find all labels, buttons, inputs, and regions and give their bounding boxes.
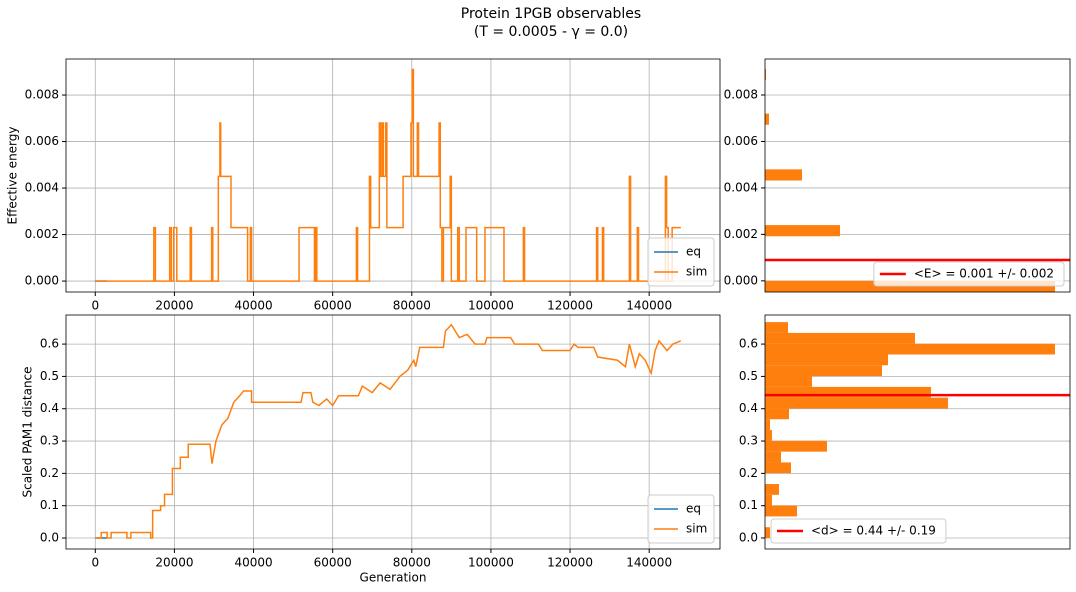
y-tick-label: 0.1 bbox=[40, 498, 59, 512]
panel: 0.000 0.002 0.004 0.006 0.008 <E> = 0.001 +/-… bbox=[724, 58, 1071, 293]
y-axis-label: Scaled PAM1 distance bbox=[21, 366, 35, 497]
x-tick-label: 100000 bbox=[468, 556, 514, 570]
y-tick-label: 0.008 bbox=[25, 88, 59, 102]
y-tick-label: 0.6 bbox=[739, 337, 758, 351]
hist-bar bbox=[765, 376, 812, 387]
hist-bar bbox=[765, 365, 882, 377]
hist-bar bbox=[765, 322, 788, 333]
figure-title: Protein 1PGB observables bbox=[461, 6, 641, 22]
x-tick-label: 140000 bbox=[626, 299, 672, 313]
hist-bar bbox=[765, 397, 948, 409]
x-tick-label: 40000 bbox=[234, 299, 272, 313]
x-tick-label: 100000 bbox=[468, 299, 514, 313]
legend-label: <E> = 0.001 +/- 0.002 bbox=[914, 267, 1054, 281]
hist-bar bbox=[765, 451, 781, 463]
hist-bar bbox=[765, 462, 791, 474]
legend-label: eq bbox=[686, 502, 701, 516]
hist-bar bbox=[765, 440, 827, 452]
y-tick-label: 0.6 bbox=[40, 337, 59, 351]
y-tick-label: 0.1 bbox=[739, 498, 758, 512]
panel: 0.000 0.002 0.004 0.006 0.008 0 20000 40000 6000… bbox=[6, 58, 721, 313]
panel: 0.0 0.1 0.2 0.3 0.4 0.5 0.6 <d> = 0.44 +/- 0.19 bbox=[739, 314, 1071, 550]
hist-bar bbox=[765, 386, 931, 398]
y-tick-label: 0.2 bbox=[739, 466, 758, 480]
y-tick-label: 0.0 bbox=[40, 531, 59, 545]
line-series bbox=[95, 68, 681, 282]
x-tick-label: 80000 bbox=[393, 556, 431, 570]
hist-bar bbox=[765, 332, 915, 344]
x-tick-label: 20000 bbox=[155, 556, 193, 570]
legend-label: sim bbox=[686, 265, 707, 279]
hist-bar bbox=[765, 494, 772, 506]
y-tick-label: 0.0 bbox=[739, 531, 758, 545]
y-tick-label: 0.002 bbox=[724, 227, 758, 241]
hist-bar bbox=[765, 354, 888, 366]
y-tick-label: 0.002 bbox=[25, 227, 59, 241]
hist-bar bbox=[765, 419, 770, 431]
legend-label: eq bbox=[686, 245, 701, 259]
axes-frame bbox=[65, 314, 721, 550]
y-tick-label: 0.008 bbox=[724, 88, 758, 102]
y-tick-label: 0.006 bbox=[724, 134, 758, 148]
legend-label: sim bbox=[686, 522, 707, 536]
x-tick-label: 120000 bbox=[547, 299, 593, 313]
x-tick-label: 20000 bbox=[155, 299, 193, 313]
y-tick-label: 0.3 bbox=[739, 434, 758, 448]
y-tick-label: 0.5 bbox=[739, 369, 758, 383]
legend-box bbox=[647, 494, 715, 544]
x-tick-label: 0 bbox=[91, 556, 99, 570]
hist-bar bbox=[765, 527, 770, 539]
x-tick-label: 140000 bbox=[626, 556, 672, 570]
y-tick-label: 0.5 bbox=[40, 369, 59, 383]
x-axis-label: Generation bbox=[360, 571, 427, 585]
y-tick-label: 0.004 bbox=[724, 180, 758, 194]
hist-bar bbox=[765, 343, 1055, 355]
y-tick-label: 0.006 bbox=[25, 134, 59, 148]
hist-bar bbox=[765, 113, 769, 125]
legend-box bbox=[770, 518, 947, 544]
hist-bar bbox=[765, 225, 840, 237]
axes-frame bbox=[764, 58, 1071, 293]
hist-bar bbox=[765, 169, 802, 181]
x-tick-label: 60000 bbox=[314, 299, 352, 313]
axes-frame bbox=[65, 58, 721, 293]
y-tick-label: 0.4 bbox=[40, 401, 59, 415]
y-tick-label: 0.004 bbox=[25, 181, 59, 195]
y-tick-label: 0.000 bbox=[724, 273, 758, 287]
legend-box bbox=[873, 261, 1065, 287]
x-tick-label: 120000 bbox=[547, 556, 593, 570]
legend-label: <d> = 0.44 +/- 0.19 bbox=[811, 524, 936, 538]
legend-box bbox=[647, 237, 715, 287]
axes-frame bbox=[764, 314, 1071, 550]
hist-bar bbox=[765, 68, 766, 81]
x-tick-label: 0 bbox=[91, 299, 99, 313]
x-tick-label: 60000 bbox=[314, 556, 352, 570]
x-tick-label: 40000 bbox=[234, 556, 272, 570]
panel: 0.0 0.1 0.2 0.3 0.4 0.5 0.6 0 20000 40000 60000 800… bbox=[21, 314, 721, 585]
y-tick-label: 0.2 bbox=[40, 466, 59, 480]
hist-bar bbox=[765, 505, 797, 517]
hist-bar bbox=[765, 408, 789, 420]
hist-bar bbox=[765, 484, 779, 495]
y-tick-label: 0.000 bbox=[25, 274, 59, 288]
figure-subtitle: (T = 0.0005 - γ = 0.0) bbox=[474, 24, 628, 40]
line-series bbox=[95, 323, 682, 539]
y-tick-label: 0.3 bbox=[40, 434, 59, 448]
hist-bar bbox=[765, 430, 772, 441]
y-axis-label: Effective energy bbox=[6, 127, 20, 225]
y-tick-label: 0.4 bbox=[739, 401, 758, 415]
x-tick-label: 80000 bbox=[393, 299, 431, 313]
